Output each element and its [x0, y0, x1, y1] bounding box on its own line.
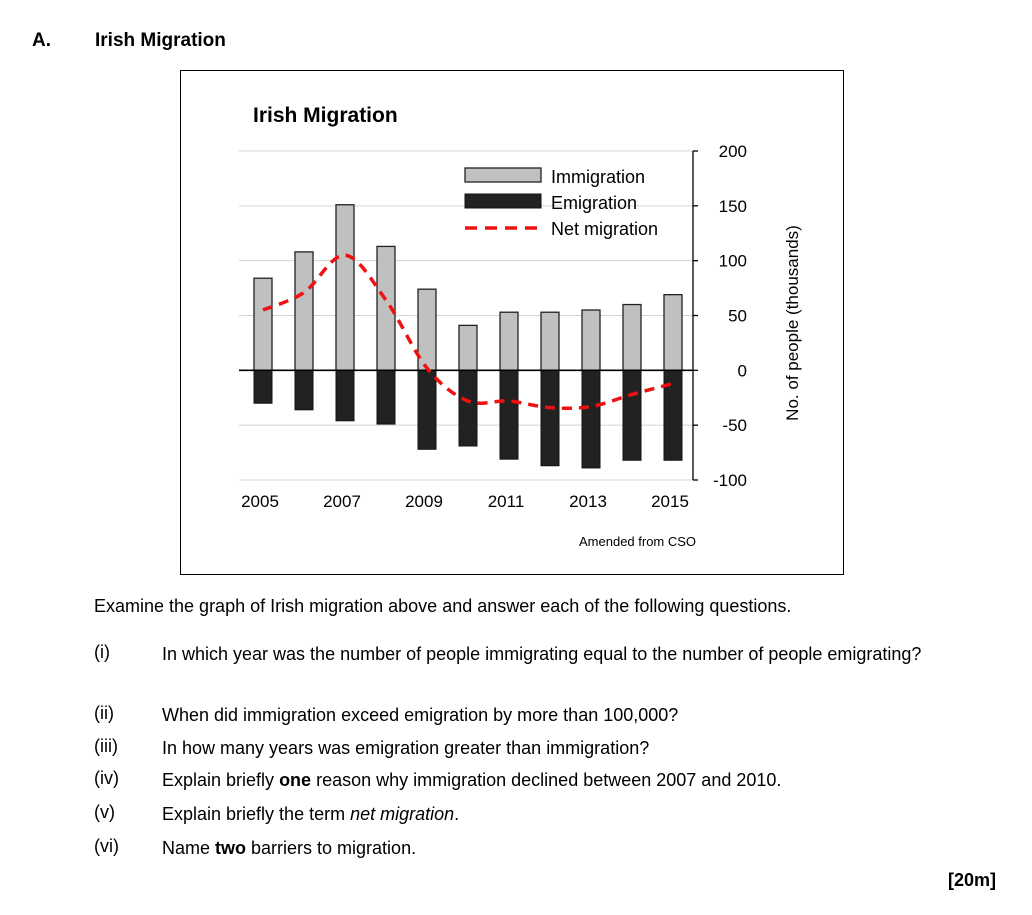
y-axis-label: No. of people (thousands) — [783, 225, 802, 421]
question-text: Name two barriers to migration. — [162, 838, 417, 858]
emigration-bar — [499, 369, 519, 460]
immigration-bar — [499, 311, 519, 371]
question-number: (ii) — [94, 703, 114, 723]
x-tick-label: 2009 — [405, 492, 443, 511]
question-text: Explain briefly the term net migration. — [162, 804, 460, 824]
immigration-bar — [622, 303, 642, 371]
chart-frame: 200 150 100 50 0 -50 -100 2005 2007 2009 2011 2013 2… — [180, 70, 844, 575]
instructions: Examine the graph of Irish migration abo… — [94, 596, 792, 616]
immigration-bar — [581, 309, 601, 371]
emigration-bar — [417, 369, 437, 450]
x-tick-label: 2011 — [488, 492, 525, 511]
y-tick-label: -50 — [722, 416, 747, 435]
emigration-bar — [458, 369, 478, 447]
immigration-bar — [540, 311, 560, 371]
legend-swatch-immigration — [464, 167, 542, 183]
section-title: Irish Migration — [95, 30, 226, 51]
question-text: Explain briefly one reason why immigrati… — [162, 770, 782, 790]
emigration-bar — [253, 369, 273, 404]
question-text: In which year was the number of people i… — [162, 644, 922, 664]
question-number: (vi) — [94, 836, 119, 856]
emigration-bar — [335, 369, 355, 422]
emigration-bar — [540, 369, 560, 467]
chart-title: Irish Migration — [253, 104, 398, 127]
marks-total: [20m] — [947, 870, 996, 890]
immigration-bar — [458, 324, 478, 371]
question-text: In how many years was emigration greater… — [162, 738, 650, 758]
y-tick-label: -100 — [713, 471, 747, 490]
legend-label: Immigration — [551, 167, 645, 187]
legend-label: Emigration — [551, 193, 637, 213]
emigration-bar — [581, 369, 601, 469]
question-number: (i) — [94, 642, 110, 662]
question-text: When did immigration exceed emigration b… — [162, 705, 679, 725]
y-tick-label: 150 — [719, 197, 747, 216]
immigration-bar — [663, 294, 683, 371]
immigration-bar — [294, 251, 314, 371]
immigration-bar — [253, 277, 273, 371]
net-migration-line — [262, 253, 674, 411]
y-tick-label: 100 — [719, 252, 747, 271]
x-tick-label: 2007 — [323, 492, 361, 511]
section-letter: A. — [32, 30, 51, 51]
migration-chart: 200 150 100 50 0 -50 -100 2005 2007 2009 2011 2013 2… — [239, 104, 802, 549]
source-note: Amended from CSO — [579, 534, 696, 549]
immigration-bar — [335, 204, 355, 371]
question-number: (iii) — [94, 736, 118, 756]
legend-swatch-emigration — [464, 193, 542, 209]
question-number: (v) — [94, 802, 115, 822]
emigration-bar — [622, 369, 642, 461]
emigration-bar — [376, 369, 396, 425]
y-tick-label: 50 — [728, 307, 747, 326]
x-tick-label: 2013 — [569, 492, 607, 511]
y-tick-label: 0 — [738, 361, 747, 380]
legend-label: Net migration — [551, 219, 658, 239]
y-tick-label: 200 — [719, 142, 747, 161]
x-tick-label: 2005 — [241, 492, 279, 511]
x-tick-label: 2015 — [651, 492, 689, 511]
question-number: (iv) — [94, 768, 119, 788]
emigration-bar — [294, 369, 314, 411]
